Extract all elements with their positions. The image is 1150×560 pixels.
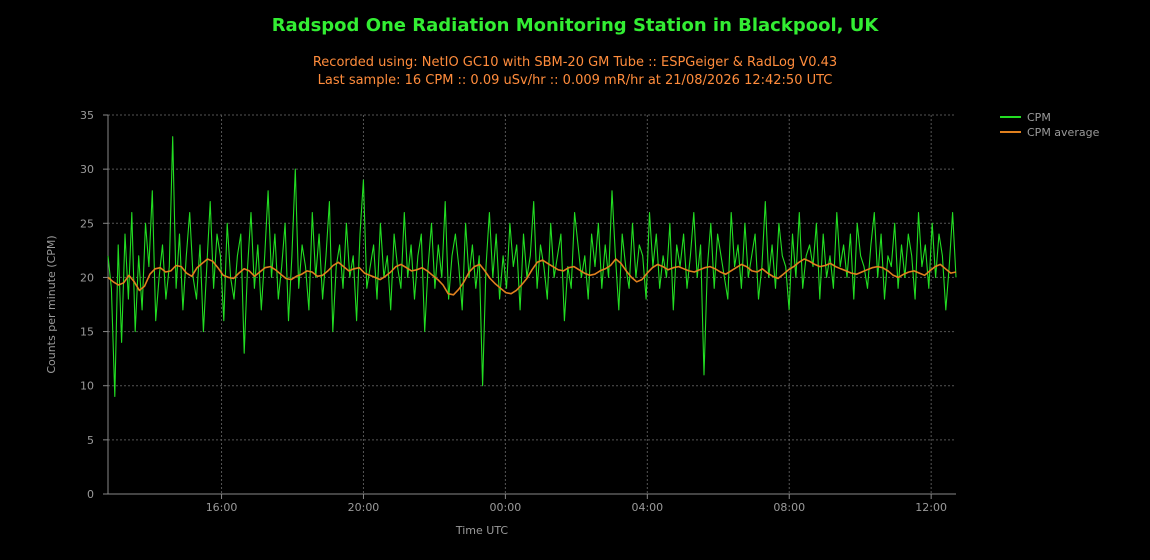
y-tick-label: 0 <box>87 488 94 501</box>
chart-title: Radspod One Radiation Monitoring Station… <box>271 15 879 36</box>
x-tick-label: 08:00 <box>773 501 805 514</box>
x-tick-label: 20:00 <box>348 501 380 514</box>
series-line-cpm <box>107 136 957 398</box>
chart-subtitle-last-sample: Last sample: 16 CPM :: 0.09 uSv/hr :: 0.… <box>317 73 833 88</box>
y-tick-label: 10 <box>80 380 94 393</box>
x-tick-label: 04:00 <box>631 501 663 514</box>
legend-label: CPM average <box>1027 126 1100 139</box>
y-axis-label: Counts per minute (CPM) <box>45 235 58 373</box>
x-tick-label: 12:00 <box>915 501 947 514</box>
y-tick-label: 5 <box>87 434 94 447</box>
x-tick-label: 00:00 <box>490 501 522 514</box>
y-tick-label: 15 <box>80 326 94 339</box>
x-tick-label: 16:00 <box>206 501 238 514</box>
legend: CPM CPM average <box>1000 111 1100 139</box>
series-layer <box>107 136 957 398</box>
grid-lines <box>108 114 956 494</box>
x-axis-ticks: 16:00 20:00 00:00 04:00 08:00 12:00 <box>206 494 947 514</box>
y-tick-label: 25 <box>80 217 94 230</box>
y-axis-ticks: 0 5 10 15 20 25 30 35 <box>80 109 108 501</box>
y-tick-label: 35 <box>80 109 94 122</box>
y-tick-label: 30 <box>80 163 94 176</box>
y-tick-label: 20 <box>80 271 94 284</box>
series-line-cpm-average <box>107 258 957 296</box>
x-axis-label: Time UTC <box>455 524 509 537</box>
chart-subtitle-device: Recorded using: NetIO GC10 with SBM-20 G… <box>312 55 838 70</box>
legend-label: CPM <box>1027 111 1051 124</box>
